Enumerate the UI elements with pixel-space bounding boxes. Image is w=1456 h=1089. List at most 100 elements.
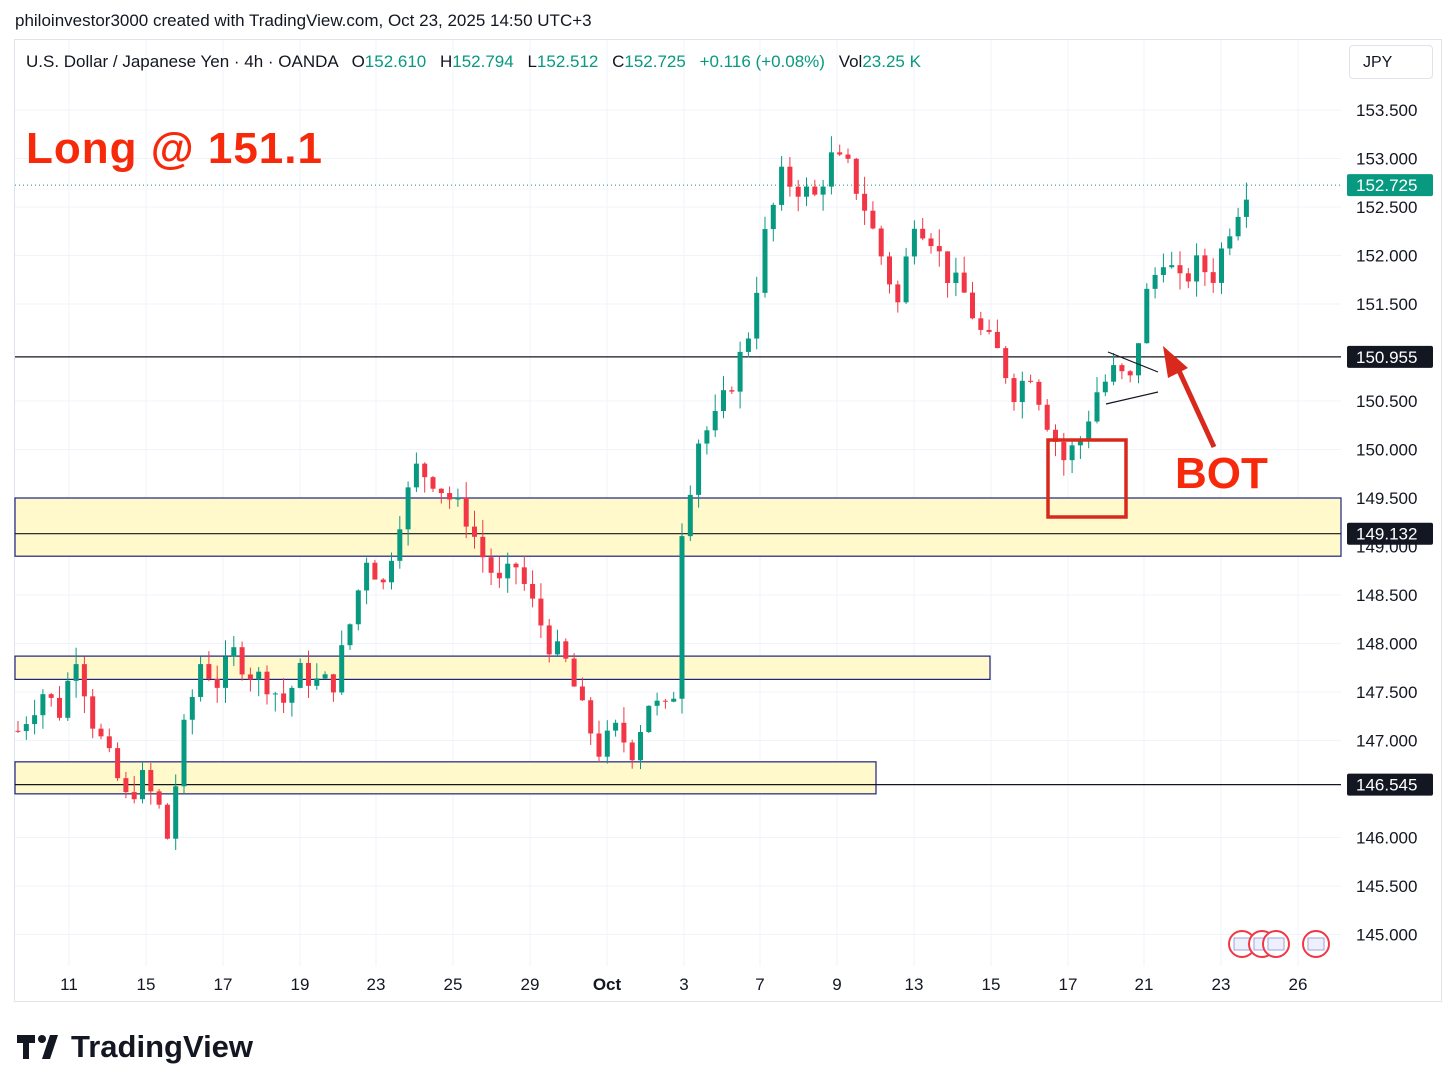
candle-body	[1069, 445, 1075, 461]
candle-body	[156, 791, 162, 805]
price-tick-label: 145.500	[1356, 877, 1417, 896]
current-price-tag-text: 152.725	[1356, 176, 1417, 195]
price-tick-label: 150.500	[1356, 392, 1417, 411]
candle-body	[936, 246, 942, 252]
price-axis: 153.500 153.000 152.500 152.000 151.500 150.5…	[1356, 101, 1417, 945]
price-line-tag-text: 149.132	[1356, 525, 1417, 544]
candle-body	[272, 693, 278, 695]
candle-body	[1011, 378, 1017, 403]
support-zone	[14, 761, 877, 795]
candle-body	[911, 228, 917, 257]
candle-body	[422, 463, 428, 478]
time-tick-label: 17	[1059, 975, 1078, 994]
time-tick-label: 25	[444, 975, 463, 994]
candle-body	[1219, 248, 1224, 283]
candle-body	[173, 786, 179, 839]
annotations: BOT	[1046, 346, 1330, 958]
price-tick-label: 147.500	[1356, 683, 1417, 702]
candle-body	[721, 390, 726, 412]
candle-body	[895, 284, 901, 303]
candle-body	[123, 778, 129, 793]
time-tick-label: 11	[60, 975, 78, 994]
candle-body	[322, 674, 328, 679]
candle-body	[1119, 365, 1125, 372]
candle-body	[671, 698, 677, 702]
candle-body	[1053, 429, 1058, 442]
candle-body	[1028, 380, 1034, 382]
candle-body	[15, 730, 21, 732]
candle-body	[1094, 392, 1100, 422]
tradingview-logo-icon	[17, 1035, 58, 1059]
current-price-tag	[1347, 174, 1433, 197]
time-tick-label: 9	[832, 975, 841, 994]
time-tick-label: 17	[214, 975, 233, 994]
highlight-box	[1046, 438, 1128, 519]
volume-value: 23.25 K	[862, 52, 921, 71]
price-line-tag	[1347, 773, 1433, 796]
candle-body	[903, 256, 909, 303]
time-tick-label: 19	[291, 975, 310, 994]
price-tick-label: 149.000	[1356, 538, 1417, 557]
tradingview-brand: TradingView	[71, 1029, 254, 1064]
symbol-name: U.S. Dollar / Japanese Yen · 4h · OANDA	[26, 52, 338, 71]
candle-body	[73, 664, 79, 681]
candle-body	[106, 736, 112, 749]
price-tick-label: 148.500	[1356, 586, 1417, 605]
price-tick-label: 148.000	[1356, 635, 1417, 654]
candle-body	[247, 674, 253, 680]
open-label: O	[351, 52, 365, 71]
price-line-tag-text: 146.545	[1356, 776, 1417, 795]
candle-body	[239, 647, 245, 675]
candle-body	[90, 696, 96, 729]
candle-body	[389, 560, 394, 583]
candle-body	[588, 700, 594, 734]
candle-body	[472, 526, 477, 537]
candle-body	[1019, 380, 1025, 403]
candle-body	[696, 443, 702, 495]
candle-body	[347, 624, 353, 646]
candle-body	[223, 656, 228, 688]
candle-body	[1127, 371, 1133, 376]
candle-body	[314, 678, 320, 686]
candle-body	[828, 152, 834, 187]
candle-body	[621, 722, 627, 743]
time-tick-label: 15	[137, 975, 156, 994]
candle-body	[1210, 272, 1216, 283]
candle-body	[878, 228, 884, 257]
candle-body	[372, 562, 378, 580]
candle-body	[804, 186, 809, 197]
candle-body	[596, 733, 602, 757]
time-tick-label: 3	[679, 975, 688, 994]
candle-body	[430, 477, 436, 489]
candle-body	[164, 804, 170, 839]
time-tick-label: 23	[1212, 975, 1231, 994]
candle-body	[1102, 381, 1108, 393]
currency-button[interactable]: JPY	[1349, 45, 1433, 79]
candle-body	[148, 769, 154, 792]
tradingview-logo[interactable]: TradingView	[17, 1029, 253, 1065]
price-tick-label: 150.000	[1356, 441, 1417, 460]
candle-body	[1185, 273, 1191, 282]
candle-body	[986, 329, 992, 332]
candle-body	[762, 229, 768, 293]
candle-body	[712, 411, 718, 431]
candle-body	[306, 662, 311, 686]
candle-body	[198, 664, 204, 697]
candle-body	[355, 590, 361, 625]
candle-body	[1061, 441, 1067, 461]
candle-body	[256, 671, 262, 680]
candle-body	[1152, 274, 1158, 289]
candle-body	[1235, 216, 1241, 237]
candle-body	[1136, 343, 1141, 376]
candle-body	[887, 256, 892, 285]
time-tick-label: 7	[755, 975, 764, 994]
candle-body	[513, 563, 519, 568]
candle-body	[820, 186, 826, 195]
price-tick-label: 153.000	[1356, 150, 1417, 169]
high-value: 152.794	[452, 52, 514, 71]
flag-body-icon	[1267, 937, 1285, 951]
volume-label: Vol	[838, 52, 863, 71]
candle-body	[920, 228, 926, 239]
candles	[15, 136, 1249, 850]
